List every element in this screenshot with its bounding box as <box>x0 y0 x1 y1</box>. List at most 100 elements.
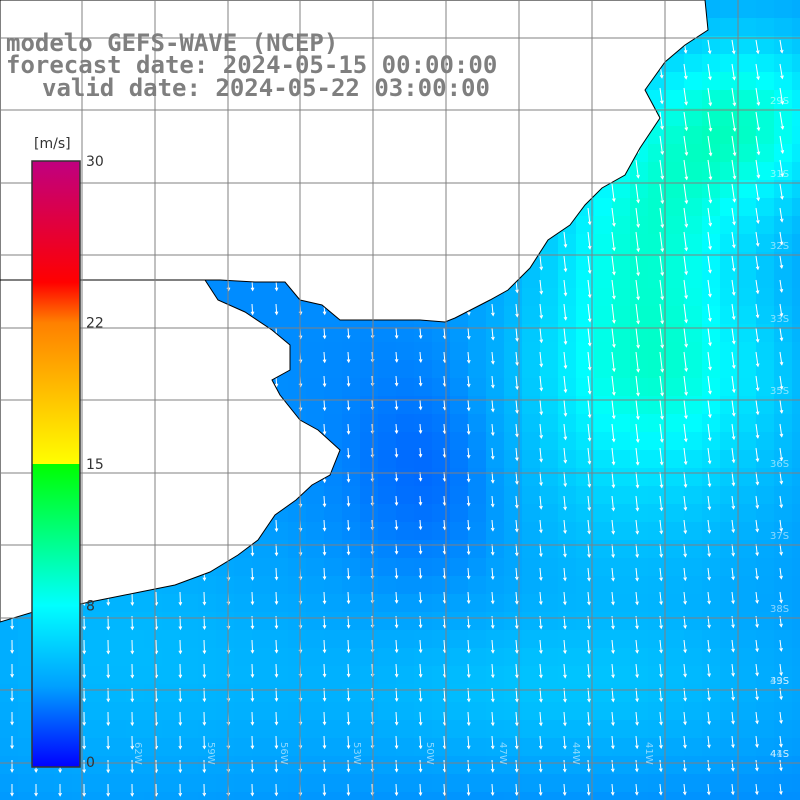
wind-arrow <box>322 327 327 340</box>
wind-cell <box>306 720 325 739</box>
wind-arrow <box>515 447 519 462</box>
wind-cell <box>396 468 415 487</box>
wind-cell <box>774 342 793 361</box>
wind-cell <box>648 468 667 487</box>
wind-cell <box>144 684 163 703</box>
wind-cell <box>594 648 613 667</box>
wind-cell <box>630 720 649 739</box>
wind-arrow <box>587 399 592 419</box>
wind-cell <box>738 324 757 343</box>
wind-arrow <box>466 471 471 483</box>
wind-arrow <box>587 327 592 347</box>
wind-arrow <box>755 375 760 392</box>
wind-cell <box>684 558 703 577</box>
wind-cell <box>630 774 649 793</box>
wind-arrow <box>539 495 543 510</box>
wind-arrow <box>562 759 567 773</box>
latitude-label: 38S <box>770 604 789 615</box>
wind-cell <box>612 504 631 523</box>
wind-cell <box>522 684 541 703</box>
wind-cell <box>432 504 451 523</box>
wind-cell <box>522 432 541 451</box>
wind-cell <box>684 360 703 379</box>
wind-cell <box>288 648 307 667</box>
wind-cell <box>648 666 667 685</box>
wind-arrow <box>755 735 759 748</box>
wind-cell <box>540 576 559 595</box>
wind-arrow <box>514 495 519 509</box>
wind-cell <box>270 522 289 541</box>
wind-cell <box>666 144 685 163</box>
wind-cell <box>648 504 667 523</box>
wind-cell <box>792 234 800 253</box>
wind-cell <box>684 738 703 757</box>
wind-arrow <box>683 711 687 726</box>
wind-cell <box>576 684 595 703</box>
wind-cell <box>720 0 739 19</box>
wind-arrow <box>587 495 592 512</box>
wind-cell <box>396 666 415 685</box>
wind-arrow <box>514 639 519 654</box>
wind-cell <box>342 414 361 433</box>
wind-cell <box>288 522 307 541</box>
wind-arrow <box>755 399 760 416</box>
wind-cell <box>324 774 343 793</box>
wind-arrow <box>683 519 688 535</box>
wind-cell <box>774 450 793 469</box>
wind-cell <box>612 198 631 217</box>
wind-arrow <box>731 351 736 369</box>
wind-arrow <box>274 303 279 316</box>
wind-cell <box>612 684 631 703</box>
wind-cell <box>108 648 127 667</box>
wind-cell <box>666 108 685 127</box>
wind-cell <box>342 342 361 361</box>
wind-cell <box>342 324 361 343</box>
wind-cell <box>216 702 235 721</box>
wind-cell <box>738 54 757 73</box>
wind-cell <box>126 774 145 793</box>
wind-arrow <box>755 495 760 510</box>
wind-cell <box>342 720 361 739</box>
wind-cell <box>702 180 721 199</box>
wind-arrow <box>707 711 711 726</box>
wind-arrow <box>659 207 665 229</box>
wind-cell <box>144 612 163 631</box>
wind-cell <box>594 774 613 793</box>
wind-arrow <box>274 711 279 726</box>
wind-arrow <box>106 735 111 750</box>
wind-arrow <box>779 471 784 485</box>
wind-cell <box>504 360 523 379</box>
wind-arrow <box>755 183 760 202</box>
latitude-label: 33S <box>770 314 789 325</box>
wind-cell <box>774 252 793 271</box>
wind-cell <box>576 324 595 343</box>
wind-cell <box>720 54 739 73</box>
wind-cell <box>72 792 91 800</box>
wind-cell <box>594 756 613 775</box>
wind-cell <box>414 738 433 757</box>
wind-arrow <box>779 591 783 604</box>
colorbar-tick-label: 15 <box>86 457 104 473</box>
wind-cell <box>666 306 685 325</box>
wind-cell <box>504 468 523 487</box>
wind-cell <box>612 180 631 199</box>
wind-cell <box>594 468 613 487</box>
wind-cell <box>180 738 199 757</box>
wind-cell <box>576 396 595 415</box>
wind-arrow <box>779 735 783 748</box>
wind-arrow <box>587 519 591 535</box>
wind-arrow <box>490 711 495 727</box>
wind-cell <box>774 720 793 739</box>
wind-cell <box>684 252 703 271</box>
wind-arrow <box>250 639 255 654</box>
wind-cell <box>774 270 793 289</box>
wind-cell <box>306 684 325 703</box>
wind-cell <box>702 54 721 73</box>
wind-cell <box>108 612 127 631</box>
wind-cell <box>594 666 613 685</box>
wind-cell <box>288 360 307 379</box>
wind-cell <box>414 684 433 703</box>
wind-cell <box>756 468 775 487</box>
wind-cell <box>270 720 289 739</box>
